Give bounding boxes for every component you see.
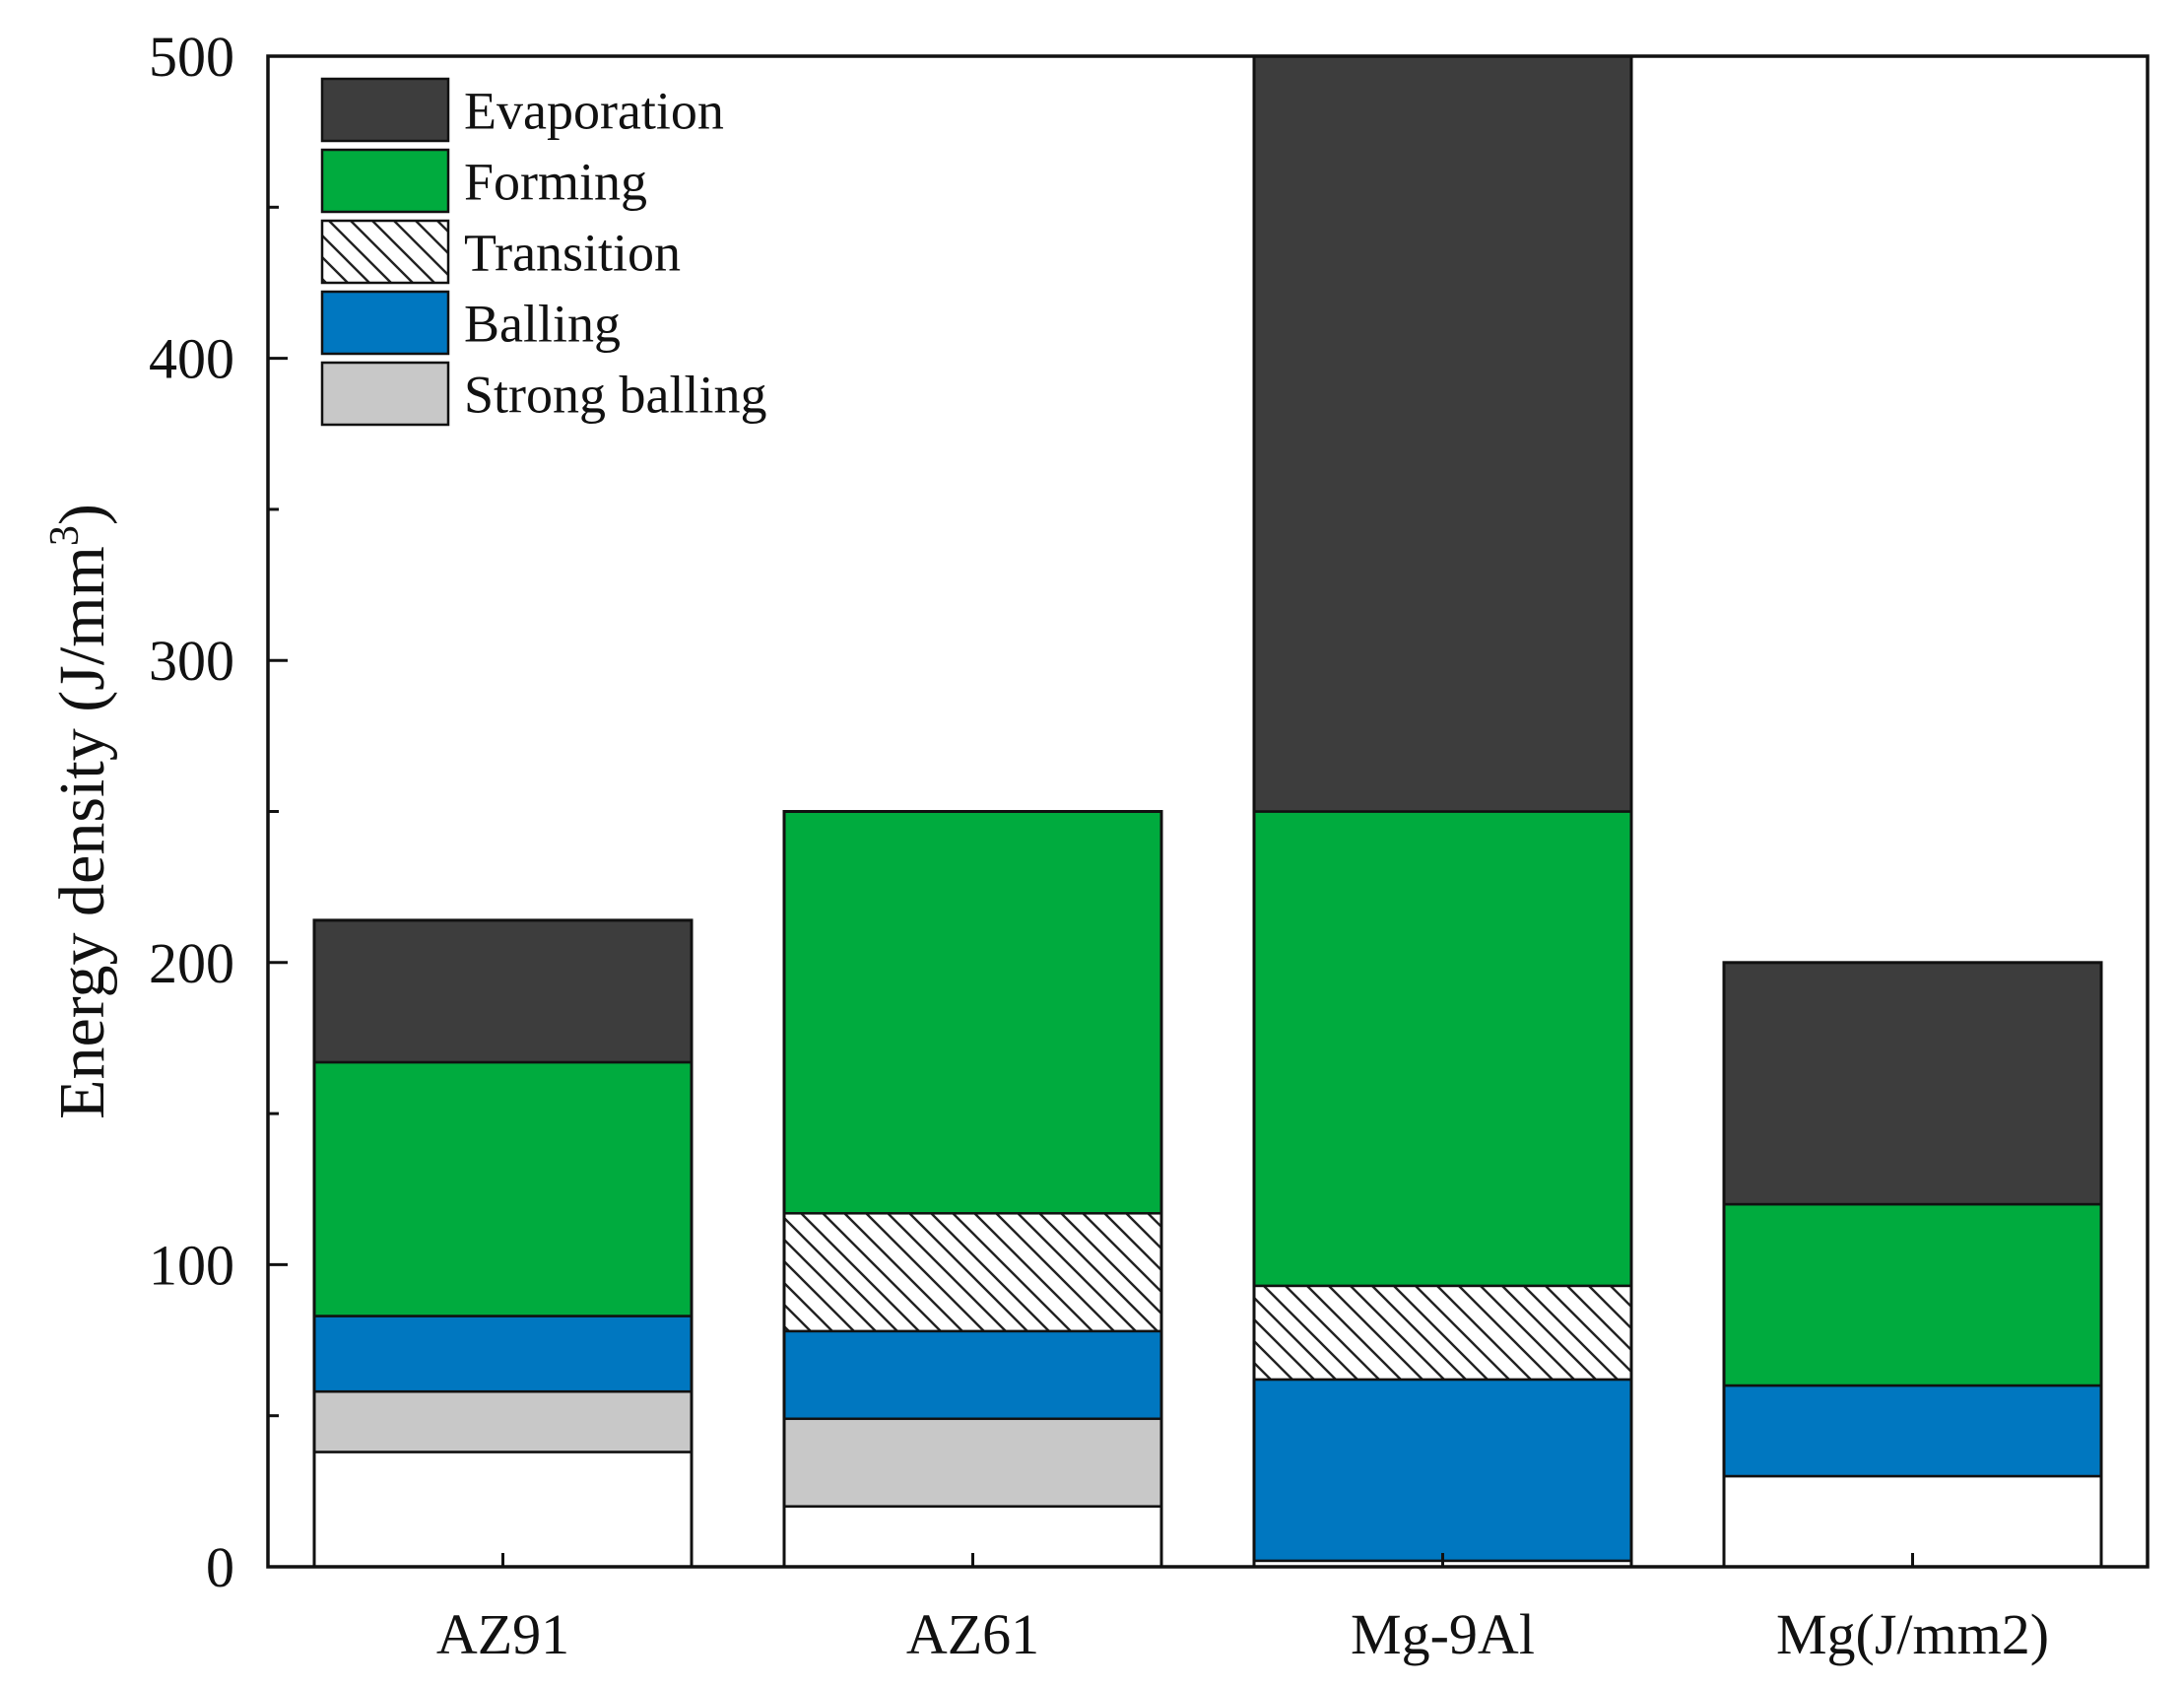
y-tick-label: 400 — [149, 327, 234, 391]
y-tick-label: 200 — [149, 931, 234, 995]
legend-swatch-balling — [320, 290, 450, 356]
bar-mg-9al-balling — [1252, 1378, 1633, 1563]
bar-base-az91 — [312, 1451, 694, 1569]
legend-label-forming: Forming — [464, 153, 647, 212]
bar-az91-evaporation — [312, 918, 694, 1064]
bar-az91-forming — [312, 1060, 694, 1317]
legend-label-balling: Balling — [464, 295, 621, 354]
bar-az61-strong-balling — [782, 1417, 1163, 1508]
legend-swatch-forming — [320, 148, 450, 214]
bar-mg-9al-transition — [1252, 1284, 1633, 1382]
bar-mg-9al-evaporation — [1252, 54, 1633, 813]
legend-swatch-transition — [320, 219, 450, 285]
y-axis-label: Energy density (J/mm3) — [42, 504, 118, 1119]
legend-swatch-strong-balling — [320, 361, 450, 427]
x-tick-label: Mg(J/mm2) — [1776, 1602, 2049, 1666]
bar-mg-j-mm2-evaporation — [1722, 961, 2103, 1206]
x-tick-label: AZ61 — [906, 1602, 1039, 1666]
legend-label-transition: Transition — [464, 224, 681, 283]
bar-mg-9al-forming — [1252, 810, 1633, 1288]
bar-mg-j-mm2-forming — [1722, 1202, 2103, 1387]
bar-az91-balling — [312, 1315, 694, 1393]
y-tick-label: 500 — [149, 25, 234, 89]
bar-az61-balling — [782, 1329, 1163, 1421]
y-tick-label: 0 — [206, 1535, 234, 1599]
legend-label-strong-balling: Strong balling — [464, 366, 767, 425]
bar-mg-j-mm2-balling — [1722, 1383, 2103, 1478]
bar-az91-strong-balling — [312, 1389, 694, 1453]
bar-az61-transition — [782, 1212, 1163, 1333]
legend-swatch-evaporation — [320, 77, 450, 143]
x-tick-label: AZ91 — [436, 1602, 569, 1666]
x-tick-label: Mg-9Al — [1351, 1602, 1535, 1666]
y-tick-label: 100 — [149, 1233, 234, 1297]
legend-label-evaporation: Evaporation — [464, 82, 724, 141]
y-tick-label: 300 — [149, 629, 234, 693]
bar-az61-forming — [782, 810, 1163, 1215]
